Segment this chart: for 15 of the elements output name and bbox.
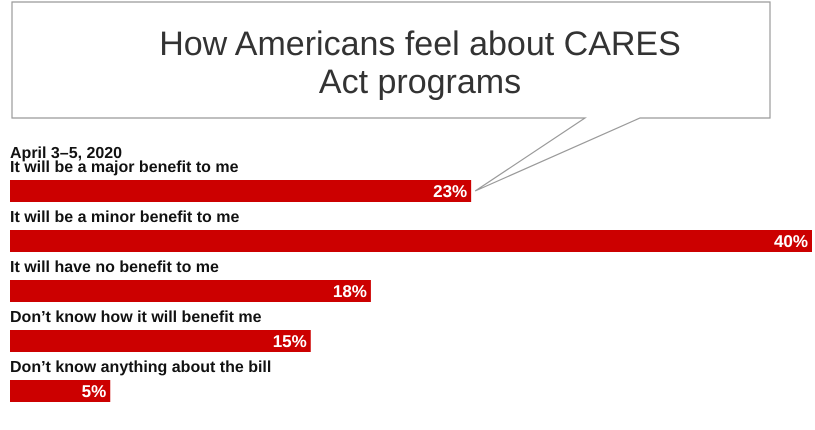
y-tick-label: Don’t know anything about the bill: [10, 359, 272, 376]
bar: [10, 230, 812, 252]
y-tick-label: Don’t know how it will benefit me: [10, 309, 262, 326]
data-label: 5%: [82, 382, 106, 401]
data-label: 15%: [272, 332, 307, 351]
data-label: 23%: [433, 182, 468, 201]
bar: [10, 380, 110, 402]
y-tick-label: It will have no benefit to me: [10, 259, 220, 276]
y-tick-label: It will be a minor benefit to me: [10, 209, 240, 226]
bar: [10, 280, 371, 302]
data-label: 18%: [332, 282, 367, 301]
bar: [10, 330, 311, 352]
bar: [10, 180, 472, 202]
chart-title: How Americans feel about CARES Act programs: [159, 25, 681, 101]
data-label: 40%: [774, 232, 808, 251]
